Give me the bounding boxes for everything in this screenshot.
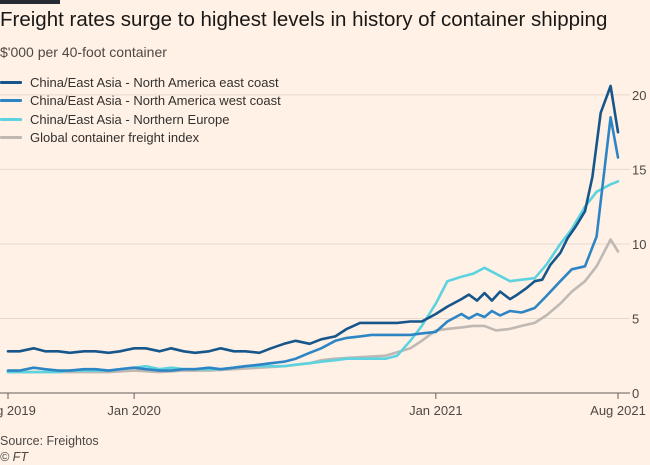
x-tick-label-aug-2019: Aug 2019: [0, 403, 36, 418]
legend-label: China/East Asia - Northern Europe: [30, 111, 230, 127]
legend-item: China/East Asia - Northern Europe: [0, 110, 281, 129]
legend-swatch: [0, 99, 22, 103]
series-line-china-east-asia-north-america-east-coast: [6, 84, 620, 355]
series-line-global-container-freight-index: [6, 238, 620, 374]
legend-item: China/East Asia - North America east coa…: [0, 73, 281, 92]
y-tick-label-15: 15: [632, 162, 646, 177]
legend-label: Global container freight index: [30, 130, 200, 146]
y-tick-label-20: 20: [632, 88, 646, 103]
chart-legend: China/East Asia - North America east coa…: [0, 73, 281, 147]
chart-title: Freight rates surge to highest levels in…: [0, 8, 608, 31]
source-note: Source: Freightos: [0, 434, 99, 448]
y-tick-label-10: 10: [632, 237, 646, 252]
series-line-china-east-asia-north-america-west-coast: [6, 116, 620, 372]
y-tick-label-5: 5: [632, 311, 639, 326]
chart-subtitle: $'000 per 40-foot container: [0, 44, 167, 60]
legend-swatch: [0, 117, 22, 121]
legend-label: China/East Asia - North America west coa…: [30, 93, 281, 109]
legend-label: China/East Asia - North America east coa…: [30, 74, 279, 90]
ft-top-rule: [0, 0, 60, 4]
legend-item: China/East Asia - North America west coa…: [0, 92, 281, 111]
copyright-note: © FT: [0, 450, 28, 464]
legend-item: Global container freight index: [0, 129, 281, 148]
x-tick-label-jan-2020: Jan 2020: [107, 403, 161, 418]
y-tick-label-0: 0: [632, 386, 639, 401]
x-tick-label-aug-2021: Aug 2021: [590, 403, 646, 418]
legend-swatch: [0, 136, 22, 140]
x-tick-label-jan-2021: Jan 2021: [409, 403, 463, 418]
legend-swatch: [0, 80, 22, 84]
